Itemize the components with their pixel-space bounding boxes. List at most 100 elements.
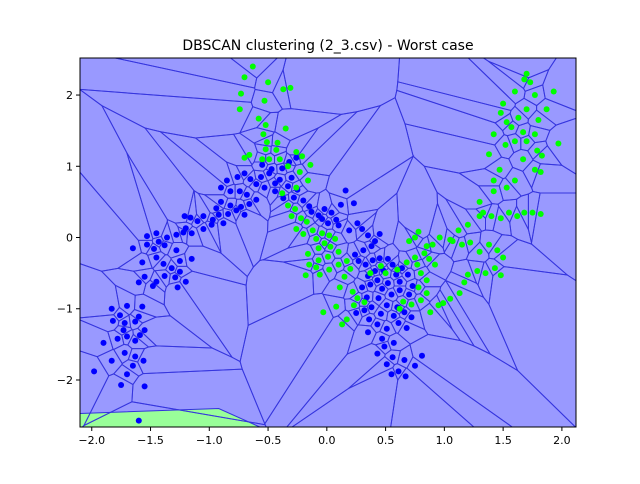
data-point — [374, 277, 381, 284]
data-point — [456, 290, 463, 297]
voronoi-cell — [143, 127, 228, 196]
data-point — [361, 307, 368, 314]
data-point — [352, 251, 358, 258]
data-point — [550, 88, 557, 95]
x-tick-label: 0.0 — [318, 434, 336, 447]
data-point — [384, 280, 391, 287]
data-point — [476, 198, 483, 205]
data-point — [124, 302, 130, 309]
data-point — [140, 357, 147, 364]
data-point — [305, 177, 311, 184]
data-point — [365, 329, 371, 336]
data-point — [354, 295, 361, 302]
data-point — [292, 206, 299, 212]
data-point — [213, 205, 220, 212]
data-point — [502, 141, 509, 148]
data-point — [161, 273, 168, 279]
y-tick-label: −1 — [57, 303, 73, 316]
data-point — [173, 247, 180, 254]
data-point — [176, 268, 183, 275]
data-point — [538, 152, 545, 159]
data-point — [187, 214, 194, 221]
voronoi-cell — [127, 333, 150, 350]
data-point — [335, 261, 342, 268]
data-point — [377, 263, 384, 269]
data-point — [308, 208, 315, 215]
data-point — [285, 183, 291, 190]
voronoi-cell — [346, 208, 379, 231]
plot-frame — [79, 57, 577, 428]
data-point — [153, 230, 160, 237]
data-point — [361, 299, 368, 306]
series-0 — [91, 154, 425, 424]
data-point — [506, 209, 512, 216]
data-point — [153, 254, 160, 261]
data-point — [261, 184, 268, 191]
data-point — [303, 218, 310, 225]
voronoi-cell — [527, 140, 548, 161]
data-point — [241, 154, 248, 161]
data-point — [168, 265, 175, 272]
data-point — [537, 169, 544, 175]
data-point — [511, 88, 518, 95]
data-point — [100, 339, 107, 346]
data-point — [215, 211, 222, 218]
data-point — [285, 202, 291, 209]
data-point — [353, 310, 360, 316]
data-point — [139, 259, 146, 266]
data-point — [135, 279, 142, 286]
data-point — [321, 206, 328, 212]
data-point — [363, 294, 370, 301]
data-point — [132, 337, 139, 344]
data-point — [396, 287, 403, 294]
data-point — [227, 188, 234, 195]
data-point — [423, 277, 430, 284]
data-point — [523, 70, 530, 77]
data-point — [249, 63, 256, 70]
data-point — [255, 115, 262, 122]
data-point — [290, 194, 297, 201]
data-point — [236, 106, 243, 113]
data-point — [543, 106, 550, 113]
data-point — [464, 271, 471, 278]
data-point — [383, 302, 390, 309]
x-tick-label: 2.0 — [553, 434, 571, 447]
x-axis: −2.0 −1.5 −1.0 −0.5 0.0 0.5 1.0 1.5 2.0 — [78, 427, 571, 447]
data-point — [132, 318, 139, 325]
data-point — [333, 303, 340, 310]
data-point — [155, 238, 162, 245]
data-point — [332, 235, 339, 242]
data-point — [401, 357, 408, 363]
data-point — [412, 254, 418, 261]
data-point — [164, 234, 170, 241]
data-point — [404, 271, 411, 278]
data-point — [139, 303, 146, 310]
data-point — [497, 215, 504, 222]
data-point — [455, 227, 462, 234]
data-point — [415, 228, 422, 235]
y-tick-label: −2 — [57, 374, 73, 387]
data-point — [273, 146, 280, 153]
data-point — [476, 248, 483, 255]
data-point — [225, 211, 232, 217]
data-point — [342, 187, 349, 194]
data-point — [401, 309, 408, 316]
data-point — [220, 220, 227, 227]
data-point — [395, 320, 402, 326]
plot-area — [80, 58, 576, 427]
data-point — [555, 140, 562, 147]
data-point — [440, 300, 447, 307]
data-point — [327, 243, 334, 250]
data-point — [350, 200, 357, 207]
x-tick-label: 1.5 — [494, 434, 512, 447]
data-point — [279, 165, 286, 172]
data-point — [302, 272, 309, 279]
data-point — [260, 131, 267, 138]
data-point — [368, 304, 375, 311]
data-point — [480, 209, 487, 216]
data-point — [520, 129, 527, 136]
data-point — [474, 268, 481, 274]
data-point — [188, 255, 195, 262]
data-point — [388, 371, 395, 378]
